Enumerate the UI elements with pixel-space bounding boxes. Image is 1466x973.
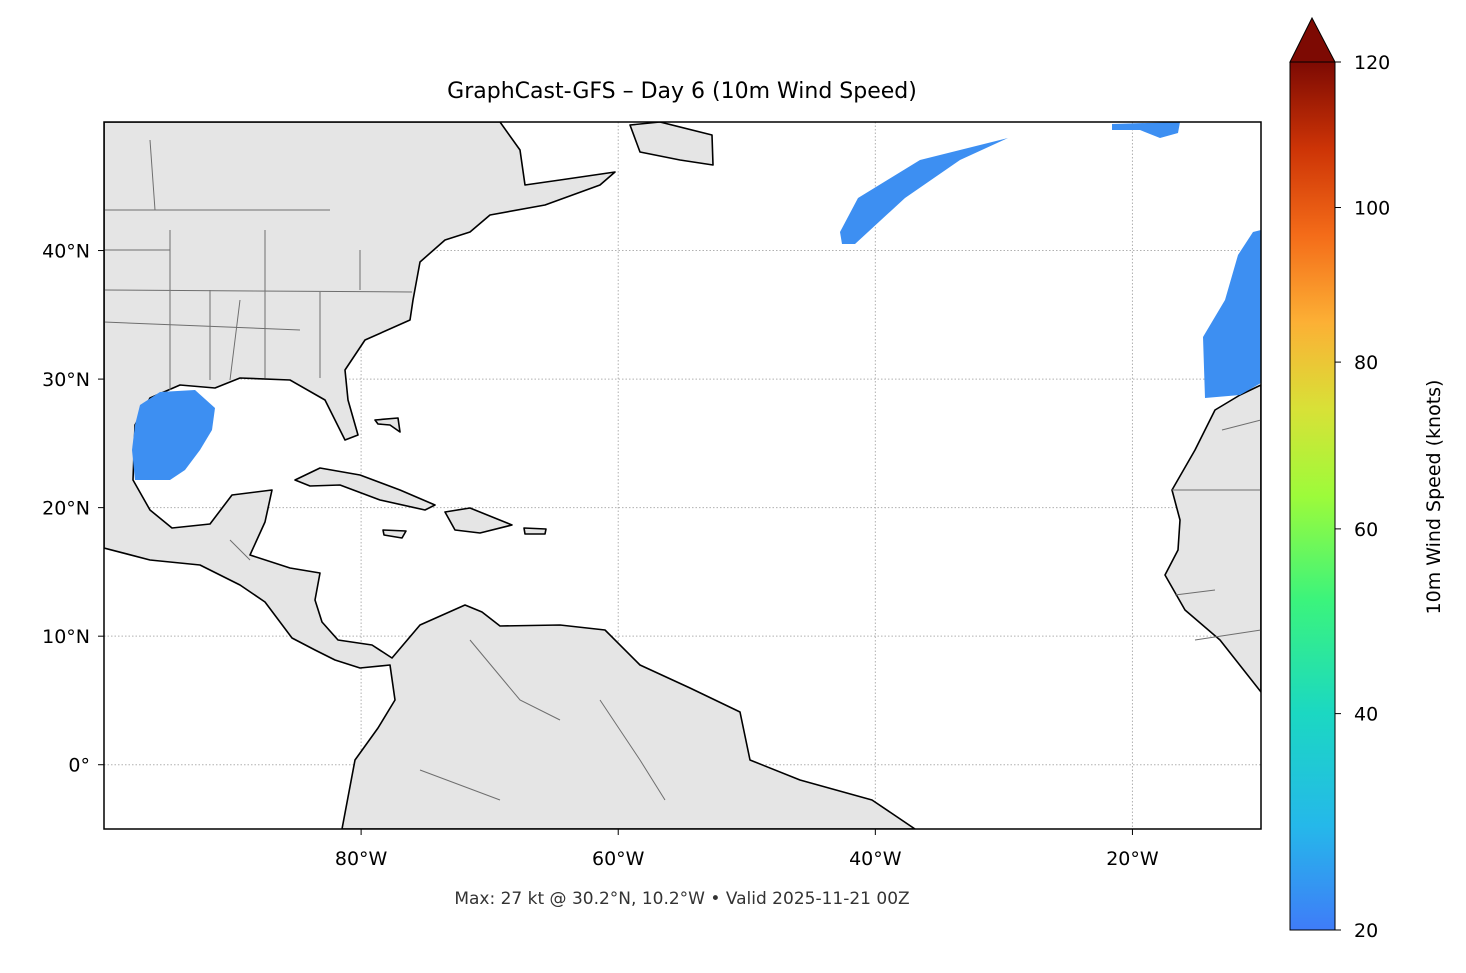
colorbar-label: 10m Wind Speed (knots) [1423, 380, 1445, 615]
puerto-rico [523, 527, 547, 535]
colorbar-tick-label: 20 [1354, 920, 1378, 942]
colorbar-tick-label: 100 [1354, 198, 1390, 220]
y-tick-label: 20°N [42, 498, 90, 520]
jamaica [382, 529, 407, 539]
americas [104, 122, 916, 829]
x-tick-label: 80°W [335, 848, 388, 870]
bahamas [374, 417, 401, 433]
map [104, 122, 1261, 829]
colorbar [1289, 61, 1336, 931]
country-borders [229, 419, 1261, 801]
x-tick-label: 40°W [849, 848, 902, 870]
colorbar-tick-label: 120 [1354, 52, 1390, 74]
wind-gulf [132, 390, 215, 480]
map-frame [103, 121, 1262, 830]
hispaniola [444, 507, 513, 534]
colorbar-tick-label: 60 [1354, 519, 1378, 541]
cuba [294, 467, 436, 511]
wind-north-atlantic [840, 138, 1008, 244]
footer: Max: 27 kt @ 30.2°N, 10.2°W • Valid 2025… [454, 889, 909, 909]
africa [1164, 384, 1261, 693]
colorbar-tick-label: 40 [1354, 704, 1378, 726]
y-tick-label: 40°N [42, 241, 90, 263]
wind-canary [1203, 230, 1261, 398]
y-tick-label: 10°N [42, 626, 90, 648]
y-tick-label: 30°N [42, 369, 90, 391]
colorbar-extend [1289, 16, 1336, 63]
state-borders [104, 139, 413, 390]
newfoundland [629, 122, 714, 166]
colorbar-tick-label: 80 [1354, 352, 1378, 374]
wind-north [1112, 122, 1180, 138]
y-tick-label: 0° [68, 755, 90, 777]
title: GraphCast-GFS – Day 6 (10m Wind Speed) [447, 79, 917, 104]
x-tick-label: 60°W [592, 848, 645, 870]
x-tick-label: 20°W [1106, 848, 1159, 870]
